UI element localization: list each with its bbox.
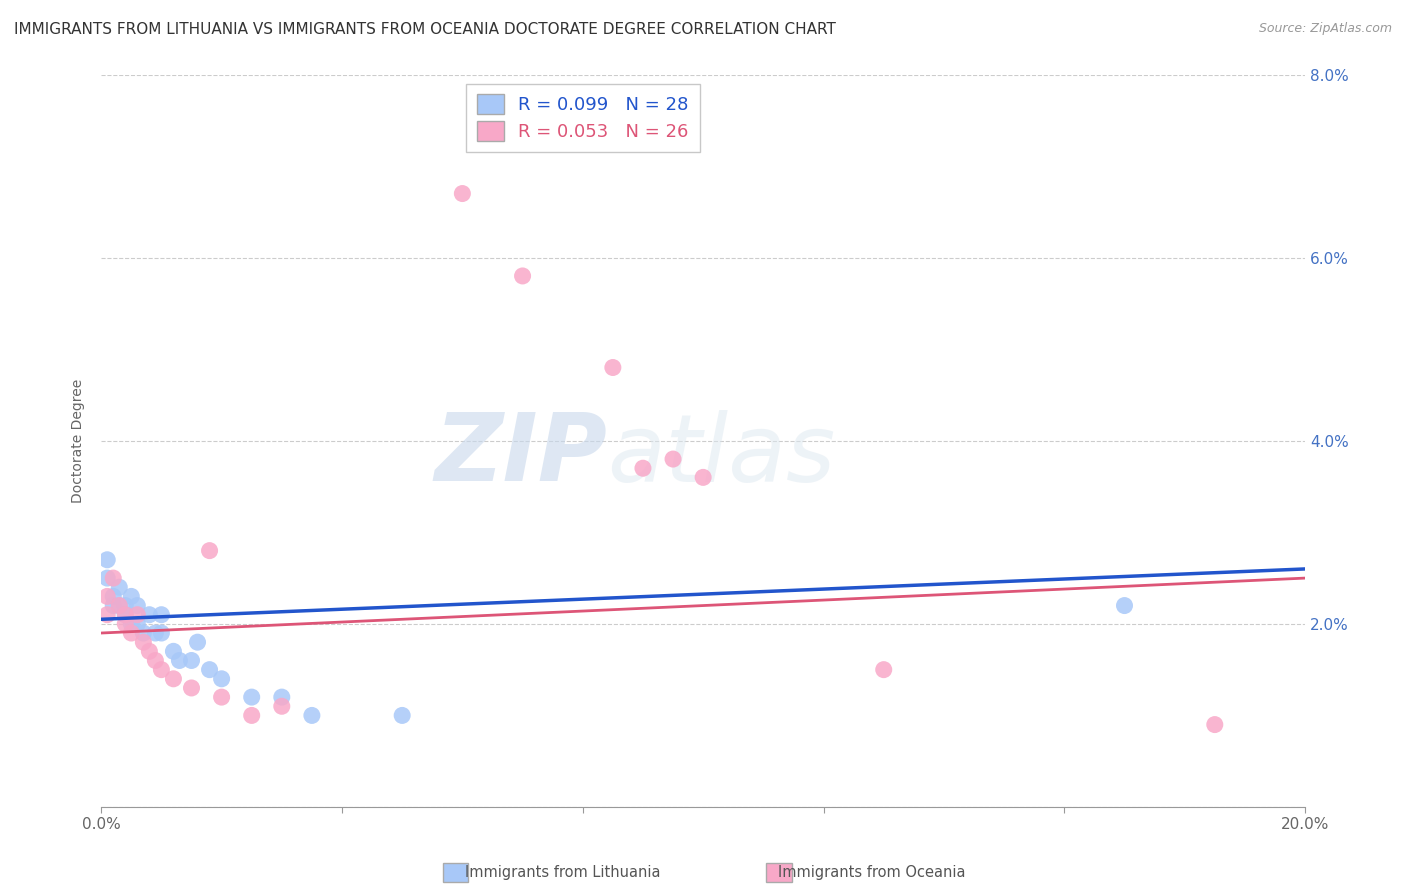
Point	[145, 626, 167, 640]
Point	[270, 690, 292, 705]
Point	[150, 626, 173, 640]
Point	[240, 708, 263, 723]
Point	[451, 186, 474, 201]
Point	[103, 599, 125, 613]
Point	[132, 626, 155, 640]
Point	[103, 571, 125, 585]
Point	[114, 616, 136, 631]
Point	[692, 470, 714, 484]
Point	[145, 653, 167, 667]
Point	[138, 607, 160, 622]
Point	[1204, 717, 1226, 731]
Point	[96, 553, 118, 567]
Point	[114, 607, 136, 622]
Text: Source: ZipAtlas.com: Source: ZipAtlas.com	[1258, 22, 1392, 36]
Point	[662, 452, 685, 467]
Point	[240, 690, 263, 705]
Text: Immigrants from Lithuania: Immigrants from Lithuania	[464, 865, 661, 880]
Point	[96, 571, 118, 585]
Point	[198, 663, 221, 677]
Point	[180, 653, 202, 667]
Point	[270, 699, 292, 714]
Point	[120, 626, 142, 640]
Point	[127, 599, 149, 613]
Point	[873, 663, 896, 677]
Point	[127, 607, 149, 622]
Legend: R = 0.099   N = 28, R = 0.053   N = 26: R = 0.099 N = 28, R = 0.053 N = 26	[465, 84, 700, 153]
Point	[108, 599, 131, 613]
Point	[162, 644, 184, 658]
Point	[1114, 599, 1136, 613]
Point	[198, 543, 221, 558]
Text: IMMIGRANTS FROM LITHUANIA VS IMMIGRANTS FROM OCEANIA DOCTORATE DEGREE CORRELATIO: IMMIGRANTS FROM LITHUANIA VS IMMIGRANTS …	[14, 22, 837, 37]
Point	[108, 599, 131, 613]
Point	[114, 607, 136, 622]
Point	[103, 590, 125, 604]
Point	[211, 690, 233, 705]
Point	[162, 672, 184, 686]
Text: ZIP: ZIP	[434, 409, 607, 501]
Point	[132, 635, 155, 649]
Point	[211, 672, 233, 686]
Point	[512, 268, 534, 283]
Point	[120, 590, 142, 604]
Point	[127, 616, 149, 631]
Y-axis label: Doctorate Degree: Doctorate Degree	[72, 378, 86, 503]
Point	[186, 635, 208, 649]
Point	[150, 663, 173, 677]
Point	[114, 599, 136, 613]
Point	[108, 580, 131, 594]
Text: atlas: atlas	[607, 410, 835, 501]
Point	[180, 681, 202, 695]
Point	[150, 607, 173, 622]
Point	[301, 708, 323, 723]
Point	[169, 653, 191, 667]
Text: Immigrants from Oceania: Immigrants from Oceania	[778, 865, 966, 880]
Point	[631, 461, 654, 475]
Point	[138, 644, 160, 658]
Point	[602, 360, 624, 375]
Point	[391, 708, 413, 723]
Point	[96, 607, 118, 622]
Point	[120, 616, 142, 631]
Point	[96, 590, 118, 604]
